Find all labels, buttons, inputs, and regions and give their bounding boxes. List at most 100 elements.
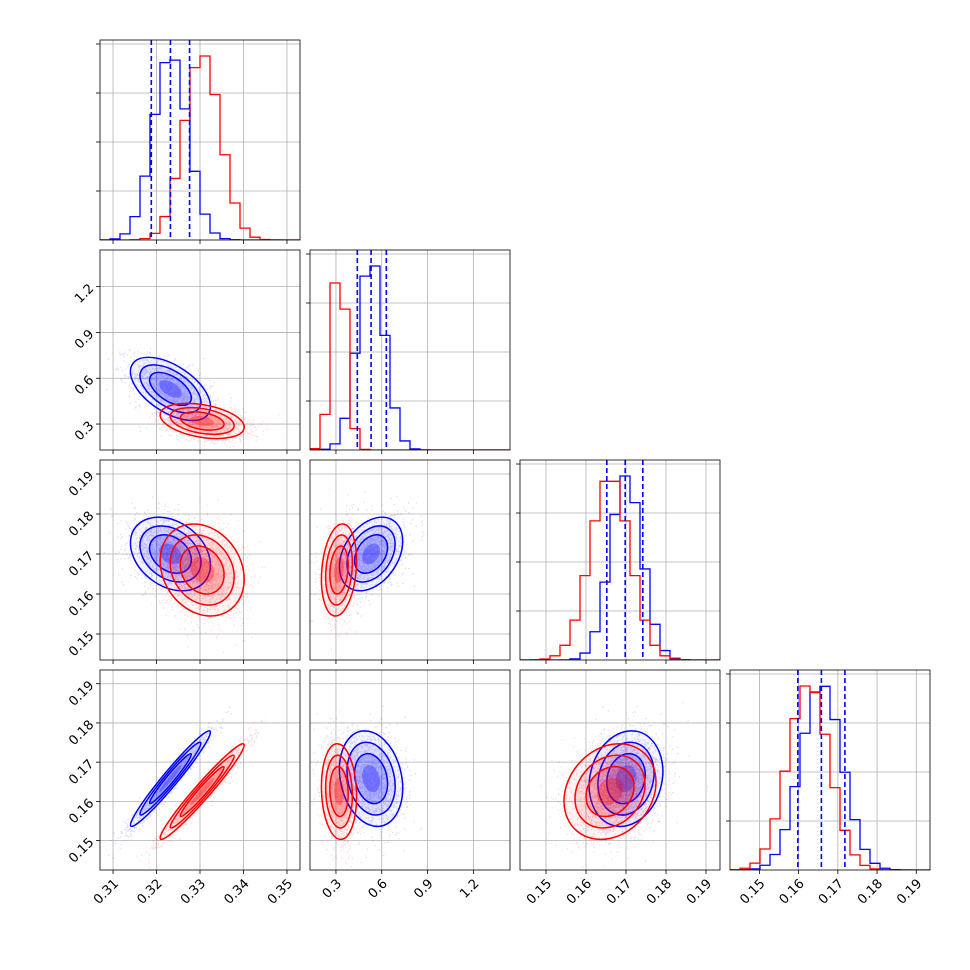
- x-tick-label: 0.16: [777, 876, 808, 907]
- y-tick-label: 0.16: [66, 796, 97, 827]
- x-tick-label: 0.17: [816, 876, 847, 907]
- density-fill-series-1: [180, 411, 225, 431]
- contour-series-1: [169, 406, 235, 436]
- density-fill-series-0: [347, 742, 396, 815]
- density-fill-series-1: [334, 778, 344, 806]
- x-tick-label: 0.17: [604, 876, 635, 907]
- density-fill-series-0: [362, 543, 381, 565]
- histogram-panel-0: [100, 40, 300, 240]
- contour-series-0: [129, 516, 212, 592]
- contour-series-1: [169, 534, 235, 606]
- x-tick-label: 0.19: [684, 876, 715, 907]
- density-fill-series-1: [170, 535, 235, 606]
- contour-series-1: [324, 534, 354, 606]
- x-tick-label: 0.16: [564, 876, 595, 907]
- contour-series-1: [159, 743, 245, 841]
- x-tick-label: 0.33: [178, 876, 209, 907]
- density-fill-series-1: [325, 535, 353, 605]
- density-fill-series-1: [329, 766, 349, 817]
- contour-series-1: [329, 765, 349, 818]
- density-fill-series-0: [139, 526, 201, 583]
- contour-series-0: [148, 371, 193, 407]
- density-fill-series-1: [334, 556, 344, 583]
- histogram-panel-1: [310, 250, 510, 450]
- density-fill-series-1: [190, 556, 215, 583]
- contour-series-0: [139, 741, 202, 816]
- contour-series-1: [179, 545, 225, 595]
- contour-series-1: [320, 743, 358, 841]
- contour-series-0: [148, 752, 193, 805]
- density-fill-series-0: [362, 765, 380, 793]
- density-fill-series-0: [159, 543, 182, 565]
- y-tick-label: 0.17: [66, 757, 97, 788]
- contour-series-1: [159, 402, 245, 440]
- contour-series-1: [320, 523, 358, 617]
- y-tick-label: 0.15: [66, 835, 97, 866]
- y-tick-label: 0.3: [72, 419, 97, 444]
- contour-series-0: [346, 741, 396, 816]
- x-tick-label: 0.3: [320, 876, 345, 901]
- density-fill-series-1: [160, 743, 245, 840]
- density-fill-series-0: [347, 525, 396, 582]
- density-fill-series-0: [159, 765, 182, 793]
- scatter-points-series-0: [576, 705, 681, 862]
- y-tick-label: 1.2: [72, 281, 97, 306]
- x-tick-label: 0.18: [644, 876, 675, 907]
- density-fill-series-1: [160, 403, 245, 439]
- density-fill-series-0: [159, 380, 182, 398]
- density-fill-series-1: [160, 523, 245, 616]
- scatter-points-series-1: [134, 498, 266, 654]
- x-tick-label: 0.18: [855, 876, 886, 907]
- scatter-panel-1-0: [100, 250, 300, 450]
- density-fill-series-0: [354, 753, 388, 804]
- panel-frame-3-1: [309, 669, 511, 871]
- density-fill-series-0: [615, 765, 637, 793]
- density-fill-series-0: [130, 730, 211, 827]
- y-tick-label: 0.19: [66, 469, 97, 500]
- panel-frame-2-1: [309, 459, 511, 661]
- contour-series-1: [563, 743, 657, 841]
- contour-series-1: [329, 545, 349, 595]
- density-fill-series-0: [339, 730, 403, 827]
- x-tick-label: 1.2: [457, 876, 482, 901]
- x-tick-label: 0.35: [265, 876, 296, 907]
- density-fill-series-1: [597, 778, 624, 806]
- density-fill-series-1: [190, 778, 215, 806]
- scatter-panel-2-1: [310, 460, 510, 660]
- scatter-panel-3-0: [100, 670, 300, 870]
- panel-frame-2-2: [519, 459, 721, 661]
- x-tick-label: 0.19: [894, 876, 925, 907]
- scatter-points-series-1: [540, 702, 709, 868]
- x-tick-label: 0.6: [366, 876, 391, 901]
- y-tick-label: 0.9: [72, 327, 97, 352]
- contour-series-1: [574, 754, 646, 829]
- density-fill-series-0: [149, 372, 192, 406]
- histogram-series-1: [520, 480, 720, 660]
- y-tick-label: 0.6: [72, 373, 97, 398]
- histogram-series-0: [310, 265, 510, 450]
- density-fill-series-1: [180, 766, 225, 817]
- y-tick-label: 0.16: [66, 589, 97, 620]
- scatter-points-series-1: [136, 719, 267, 868]
- x-tick-label: 0.32: [134, 876, 165, 907]
- contour-series-0: [346, 525, 396, 583]
- scatter-points-series-1: [312, 711, 370, 868]
- scatter-points-series-0: [107, 706, 232, 859]
- density-fill-series-0: [140, 364, 201, 413]
- density-fill-series-0: [149, 753, 192, 804]
- y-tick-label: 0.19: [66, 678, 97, 709]
- density-fill-series-1: [585, 766, 634, 817]
- x-tick-label: 0.31: [91, 876, 122, 907]
- panel-frame-3-2: [519, 669, 721, 871]
- x-tick-label: 0.15: [524, 876, 555, 907]
- density-fill-series-1: [180, 545, 225, 594]
- density-fill-series-0: [130, 357, 211, 421]
- x-tick-label: 0.9: [411, 876, 436, 901]
- y-tick-label: 0.15: [66, 629, 97, 660]
- contour-series-1: [159, 523, 245, 617]
- contour-series-0: [338, 730, 404, 828]
- contour-series-1: [179, 765, 225, 818]
- y-tick-label: 0.17: [66, 549, 97, 580]
- histogram-panel-2: [520, 460, 720, 660]
